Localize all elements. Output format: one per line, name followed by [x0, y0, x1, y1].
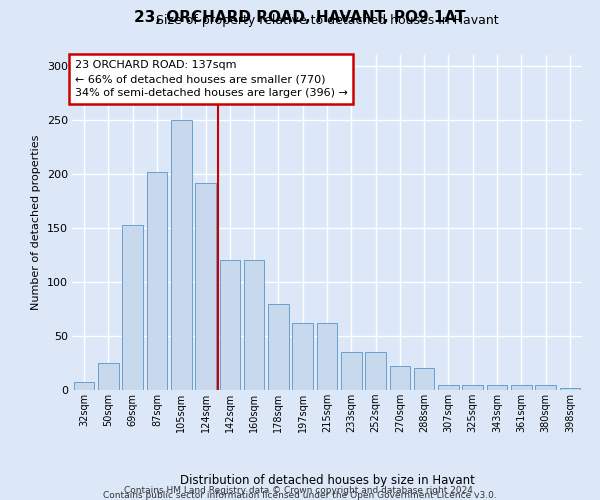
Bar — [220, 260, 240, 390]
Bar — [146, 172, 167, 390]
Bar — [511, 384, 532, 390]
Bar — [98, 363, 119, 390]
Bar — [365, 352, 386, 390]
Title: Size of property relative to detached houses in Havant: Size of property relative to detached ho… — [155, 14, 499, 28]
Bar — [535, 384, 556, 390]
Bar — [414, 368, 434, 390]
Bar — [122, 224, 143, 390]
Y-axis label: Number of detached properties: Number of detached properties — [31, 135, 41, 310]
Bar — [341, 352, 362, 390]
Bar — [171, 120, 191, 390]
Bar — [438, 384, 459, 390]
Bar — [560, 388, 580, 390]
Bar — [317, 323, 337, 390]
Bar — [244, 260, 265, 390]
Bar — [487, 384, 508, 390]
X-axis label: Distribution of detached houses by size in Havant: Distribution of detached houses by size … — [179, 474, 475, 487]
Text: 23, ORCHARD ROAD, HAVANT, PO9 1AT: 23, ORCHARD ROAD, HAVANT, PO9 1AT — [134, 10, 466, 25]
Text: Contains HM Land Registry data © Crown copyright and database right 2024.: Contains HM Land Registry data © Crown c… — [124, 486, 476, 495]
Bar — [292, 323, 313, 390]
Text: 23 ORCHARD ROAD: 137sqm
← 66% of detached houses are smaller (770)
34% of semi-d: 23 ORCHARD ROAD: 137sqm ← 66% of detache… — [74, 60, 347, 98]
Text: Contains public sector information licensed under the Open Government Licence v3: Contains public sector information licen… — [103, 491, 497, 500]
Bar — [389, 366, 410, 390]
Bar — [463, 384, 483, 390]
Bar — [268, 304, 289, 390]
Bar — [74, 382, 94, 390]
Bar — [195, 182, 216, 390]
